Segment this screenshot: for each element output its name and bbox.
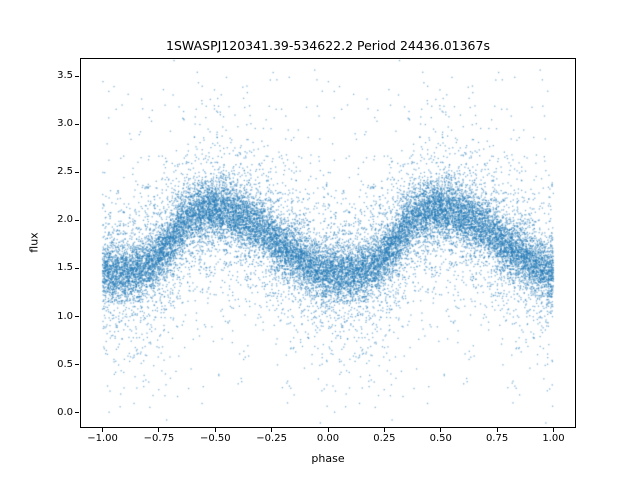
x-tick-mark	[496, 428, 498, 432]
y-tick-label: 2.5	[57, 166, 73, 178]
y-tick-label: 0.5	[57, 358, 73, 370]
x-tick-label: −1.00	[87, 433, 118, 444]
y-tick-label: 2.0	[57, 214, 73, 226]
x-tick-mark	[383, 428, 385, 432]
x-tick-label: −0.25	[256, 433, 287, 444]
x-tick-mark	[214, 428, 216, 432]
y-tick-label: 0.0	[57, 406, 73, 418]
y-axis-label: flux	[27, 232, 41, 253]
y-tick-label: 1.0	[57, 310, 73, 322]
x-tick-mark	[271, 428, 273, 432]
y-tick-label: 3.5	[57, 70, 73, 82]
x-tick-label: 0.75	[485, 433, 509, 444]
x-tick-mark	[158, 428, 160, 432]
y-tick-label: 1.5	[57, 262, 73, 274]
y-tick-mark	[75, 364, 79, 366]
y-tick-mark	[75, 267, 79, 269]
x-tick-mark	[552, 428, 554, 432]
y-tick-mark	[75, 412, 79, 414]
y-tick-mark	[75, 316, 79, 318]
y-tick-mark	[75, 219, 79, 221]
x-tick-label: 0.25	[373, 433, 396, 444]
x-tick-label: 0.50	[429, 433, 452, 444]
y-tick-mark	[75, 171, 79, 173]
x-tick-label: 1.00	[542, 433, 565, 444]
y-tick-mark	[75, 123, 79, 125]
scatter-points-canvas	[80, 58, 576, 428]
x-axis-label: phase	[311, 452, 345, 465]
x-tick-mark	[327, 428, 329, 432]
x-tick-label: −0.50	[199, 433, 231, 444]
y-tick-mark	[75, 75, 79, 77]
x-tick-label: 0.00	[316, 433, 340, 444]
x-tick-label: −0.75	[143, 433, 175, 444]
plot-title: 1SWASPJ120341.39-534622.2 Period 24436.0…	[166, 38, 490, 53]
x-tick-mark	[102, 428, 104, 432]
x-tick-mark	[440, 428, 442, 432]
y-tick-label: 3.0	[57, 118, 73, 130]
